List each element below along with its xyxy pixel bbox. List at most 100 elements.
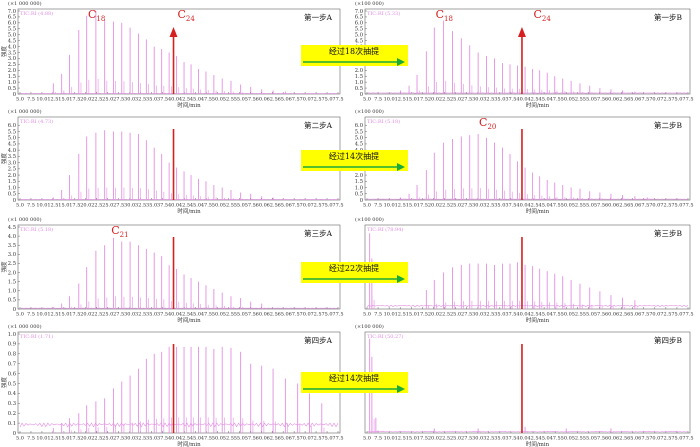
- plot-frame: [364, 224, 691, 310]
- y-tick-label: 6.5: [8, 15, 16, 21]
- x-tick-label: 47.5: [550, 436, 561, 442]
- trace-info: TIC:RI (78.94): [367, 226, 403, 233]
- y-tick-label: 0.5: [8, 86, 16, 92]
- x-tick-label: 40.0: [516, 312, 527, 318]
- x-tick-label: 50.0: [561, 436, 572, 442]
- trace-info: TIC:RI (5.33): [367, 10, 400, 17]
- x-tick-label: 75.0: [671, 97, 682, 103]
- y-tick-label: 3.0: [8, 56, 16, 62]
- y-scale-label: (×1 000 000): [8, 108, 42, 115]
- x-tick-label: 7.5: [27, 203, 35, 209]
- x-axis-label: 时间/min: [526, 101, 550, 109]
- x-tick-label: 60.0: [605, 97, 616, 103]
- chart-panel-B4: 强度5.07.510.012.515.017.520.022.525.027.5…: [347, 323, 694, 447]
- x-axis-label: 时间/min: [177, 101, 201, 109]
- x-tick-label: 37.5: [505, 97, 516, 103]
- x-tick-label: 27.5: [461, 203, 472, 209]
- x-tick-label: 27.5: [113, 203, 124, 209]
- x-tick-label: 47.5: [201, 203, 212, 209]
- x-tick-label: 45.0: [190, 203, 201, 209]
- x-tick-label: 15.0: [406, 203, 417, 209]
- x-tick-label: 37.5: [505, 436, 516, 442]
- y-tick-label: 1.5: [355, 74, 363, 80]
- x-tick-label: 77.5: [682, 436, 693, 442]
- x-tick-label: 62.5: [616, 203, 627, 209]
- y-axis-label: 强度: [0, 46, 8, 58]
- trace-info: TIC:RI (5.18): [367, 118, 400, 125]
- x-tick-label: 37.5: [505, 203, 516, 209]
- x-tick-label: 70.0: [300, 203, 311, 209]
- x-tick-label: 75.0: [671, 312, 682, 318]
- x-tick-label: 22.5: [91, 436, 102, 442]
- x-tick-label: 5.0: [363, 436, 371, 442]
- x-tick-label: 72.5: [310, 436, 321, 442]
- x-tick-label: 75.0: [321, 436, 332, 442]
- x-tick-label: 30.0: [472, 436, 483, 442]
- x-tick-label: 62.5: [616, 436, 627, 442]
- x-tick-label: 72.5: [660, 97, 671, 103]
- x-tick-label: 42.5: [179, 97, 190, 103]
- y-tick-label: 5.5: [355, 27, 363, 33]
- x-tick-label: 65.0: [627, 97, 638, 103]
- x-tick-label: 45.0: [539, 203, 550, 209]
- x-tick-label: 75.0: [671, 436, 682, 442]
- x-tick-label: 65.0: [627, 203, 638, 209]
- panel-title: 第四步A: [304, 335, 332, 345]
- x-tick-label: 45.0: [539, 436, 550, 442]
- x-tick-label: 15.0: [58, 97, 69, 103]
- plot-frame: [17, 116, 341, 201]
- x-tick-label: 55.0: [234, 436, 245, 442]
- transition-t1: 经过18次抽提: [301, 45, 408, 66]
- x-tick-label: 62.5: [267, 436, 278, 442]
- x-tick-label: 25.0: [102, 97, 113, 103]
- x-tick-label: 52.5: [223, 312, 234, 318]
- x-tick-label: 32.5: [483, 312, 494, 318]
- transition-box: [301, 262, 408, 283]
- y-tick-label: 2.0: [8, 68, 16, 74]
- x-tick-label: 55.0: [583, 97, 594, 103]
- x-tick-label: 65.0: [627, 312, 638, 318]
- x-tick-label: 12.5: [47, 203, 58, 209]
- x-tick-label: 27.5: [461, 312, 472, 318]
- x-tick-label: 55.0: [583, 436, 594, 442]
- x-tick-label: 65.0: [627, 436, 638, 442]
- x-tick-label: 52.5: [223, 436, 234, 442]
- y-tick-label: 0.5: [8, 298, 16, 304]
- x-tick-label: 52.5: [572, 436, 583, 442]
- x-tick-label: 77.5: [332, 203, 343, 209]
- y-tick-label: 1.5: [355, 179, 363, 185]
- x-tick-label: 47.5: [550, 312, 561, 318]
- x-tick-label: 57.5: [245, 436, 256, 442]
- marker-arrowhead: [517, 27, 526, 37]
- y-tick-label: 0.1: [8, 421, 16, 427]
- y-scale-label: (×1 000 000): [8, 0, 42, 7]
- x-tick-label: 10.0: [36, 203, 47, 209]
- x-tick-label: 57.5: [245, 97, 256, 103]
- x-tick-label: 62.5: [267, 203, 278, 209]
- x-tick-label: 17.5: [69, 203, 80, 209]
- x-tick-label: 60.0: [256, 312, 267, 318]
- y-tick-label: 5.5: [8, 27, 16, 33]
- x-tick-label: 42.5: [527, 203, 538, 209]
- x-tick-label: 5.0: [363, 97, 371, 103]
- y-tick-label: 3.5: [8, 154, 16, 160]
- plot-frame: [364, 116, 691, 201]
- chart-panel-A3: 0 0.5 1.0 1.5 2.0 2.5 3.0 3.5 4.0 4.5 强度 5.0 7.5 10.0…: [0, 216, 344, 324]
- x-tick-label: 7.5: [374, 436, 382, 442]
- plot-frame: [364, 8, 691, 95]
- y-axis-label: 强度: [0, 377, 8, 389]
- x-tick-label: 67.5: [638, 97, 649, 103]
- x-tick-label: 40.0: [168, 97, 179, 103]
- transition-t2: 经过14次抽提: [301, 150, 408, 171]
- y-tick-label: 0: [360, 92, 363, 98]
- transition-box: [301, 150, 408, 171]
- y-tick-label: 3.5: [8, 50, 16, 56]
- y-tick-label: 0: [360, 198, 363, 204]
- x-tick-label: 32.5: [135, 312, 146, 318]
- x-tick-label: 37.5: [157, 97, 168, 103]
- x-tick-label: 30.0: [124, 436, 135, 442]
- trace-info: TIC:RI (4.88): [20, 10, 53, 17]
- x-tick-label: 50.0: [212, 436, 223, 442]
- x-tick-label: 47.5: [550, 203, 561, 209]
- y-tick-label: 6.0: [355, 21, 363, 27]
